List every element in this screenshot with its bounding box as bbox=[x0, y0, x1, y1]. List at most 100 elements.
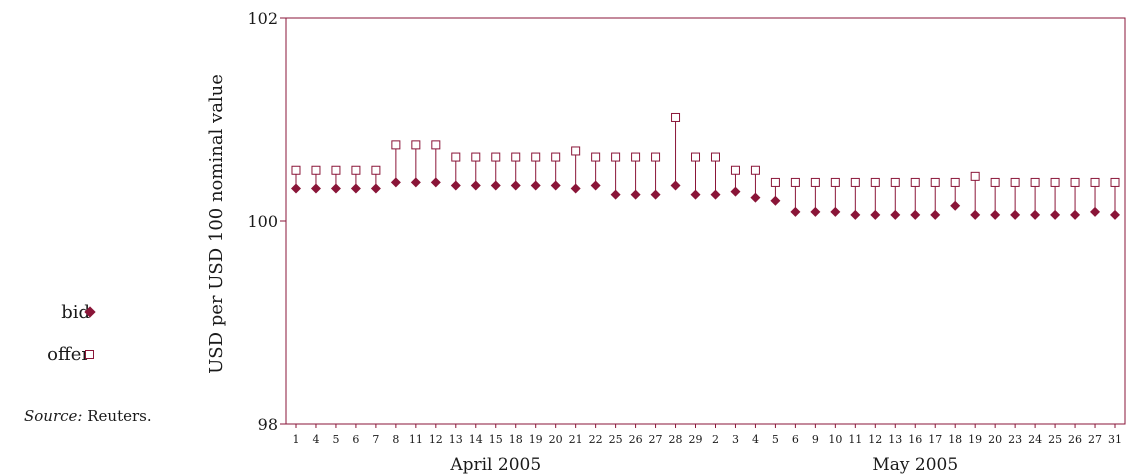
x-tick-label: 25 bbox=[1048, 433, 1062, 446]
x-tick-label: 1 bbox=[292, 433, 299, 446]
offer-point bbox=[750, 165, 760, 175]
x-tick-label: 6 bbox=[792, 433, 799, 446]
y-axis: 98 100 102 bbox=[247, 9, 286, 434]
offer-point bbox=[551, 152, 561, 162]
x-tick-label: 27 bbox=[649, 433, 663, 446]
bid-point bbox=[990, 209, 1001, 220]
bid-point bbox=[370, 183, 381, 194]
offer-point bbox=[651, 152, 661, 162]
offer-point bbox=[691, 152, 701, 162]
offer-point bbox=[331, 165, 341, 175]
x-tick-label: 15 bbox=[489, 433, 503, 446]
x-tick-label: 11 bbox=[848, 433, 862, 446]
y-tick-label: 102 bbox=[247, 9, 278, 28]
offer-point bbox=[950, 177, 960, 187]
bid-point bbox=[850, 209, 861, 220]
legend-item-bid: bid bbox=[0, 300, 200, 326]
offer-point bbox=[1090, 177, 1100, 187]
y-tick-label: 100 bbox=[247, 212, 278, 231]
x-tick-label: 22 bbox=[589, 433, 603, 446]
bid-point bbox=[810, 206, 821, 217]
bid-point bbox=[770, 195, 781, 206]
legend: bid offer bbox=[0, 0, 200, 474]
month-label: May 2005 bbox=[872, 455, 958, 474]
y-axis-label: USD per USD 100 nominal value bbox=[206, 74, 227, 374]
offer-series bbox=[291, 112, 1120, 187]
bid-point bbox=[870, 209, 881, 220]
bid-point bbox=[730, 186, 741, 197]
offer-point bbox=[1050, 177, 1060, 187]
bid-point bbox=[470, 180, 481, 191]
bid-point bbox=[1090, 206, 1101, 217]
bid-point bbox=[930, 209, 941, 220]
x-tick-label: 31 bbox=[1108, 433, 1122, 446]
bid-point bbox=[550, 180, 561, 191]
bid-point bbox=[310, 183, 321, 194]
offer-point bbox=[970, 171, 980, 181]
offer-point bbox=[1010, 177, 1020, 187]
bid-point bbox=[590, 180, 601, 191]
bid-point bbox=[630, 189, 641, 200]
offer-point bbox=[990, 177, 1000, 187]
offer-point bbox=[411, 140, 421, 150]
x-tick-label: 13 bbox=[449, 433, 463, 446]
offer-point bbox=[311, 165, 321, 175]
legend-item-offer: offer bbox=[0, 342, 200, 368]
x-tick-label: 14 bbox=[469, 433, 483, 446]
offer-point bbox=[1110, 177, 1120, 187]
bid-point bbox=[330, 183, 341, 194]
offer-point bbox=[391, 140, 401, 150]
x-tick-label: 26 bbox=[629, 433, 643, 446]
x-tick-label: 6 bbox=[352, 433, 359, 446]
x-tick-label: 7 bbox=[372, 433, 379, 446]
offer-point bbox=[790, 177, 800, 187]
x-tick-label: 12 bbox=[868, 433, 882, 446]
offer-point bbox=[611, 152, 621, 162]
offer-point bbox=[351, 165, 361, 175]
offer-point bbox=[930, 177, 940, 187]
x-tick-label: 9 bbox=[812, 433, 819, 446]
x-tick-label: 28 bbox=[669, 433, 683, 446]
offer-point bbox=[1030, 177, 1040, 187]
bid-point bbox=[650, 189, 661, 200]
offer-point bbox=[671, 112, 681, 122]
bid-point bbox=[1010, 209, 1021, 220]
bid-point bbox=[1030, 209, 1041, 220]
bid-point bbox=[610, 189, 621, 200]
offer-point bbox=[830, 177, 840, 187]
bid-point bbox=[490, 180, 501, 191]
x-tick-label: 19 bbox=[529, 433, 543, 446]
bid-point bbox=[1070, 209, 1081, 220]
offer-point bbox=[710, 152, 720, 162]
x-tick-label: 25 bbox=[609, 433, 623, 446]
source-prefix: Source: bbox=[24, 407, 83, 425]
bid-point bbox=[950, 200, 961, 211]
x-tick-label: 19 bbox=[968, 433, 982, 446]
offer-point bbox=[531, 152, 541, 162]
offer-point bbox=[291, 165, 301, 175]
bid-point bbox=[750, 192, 761, 203]
bid-point bbox=[390, 177, 401, 188]
bid-point bbox=[530, 180, 541, 191]
x-tick-label: 21 bbox=[569, 433, 583, 446]
x-tick-label: 2 bbox=[712, 433, 719, 446]
offer-point bbox=[431, 140, 441, 150]
x-tick-label: 23 bbox=[1008, 433, 1022, 446]
x-tick-label: 4 bbox=[312, 433, 319, 446]
x-tick-label: 20 bbox=[549, 433, 563, 446]
offer-point bbox=[850, 177, 860, 187]
bid-point bbox=[350, 183, 361, 194]
bid-point bbox=[690, 189, 701, 200]
bid-point bbox=[890, 209, 901, 220]
offer-point bbox=[451, 152, 461, 162]
x-axis: 1 4 5 6 7 8 11 12 13 14 15 18 19 20 21 22 25 26 27 28 29 2 3 4 5… bbox=[292, 424, 1122, 474]
x-tick-label: 11 bbox=[409, 433, 423, 446]
x-tick-label: 12 bbox=[429, 433, 443, 446]
x-tick-label: 24 bbox=[1028, 433, 1042, 446]
offer-point bbox=[631, 152, 641, 162]
offer-point bbox=[910, 177, 920, 187]
x-tick-label: 8 bbox=[392, 433, 399, 446]
bid-point bbox=[430, 177, 441, 188]
offer-point bbox=[870, 177, 880, 187]
